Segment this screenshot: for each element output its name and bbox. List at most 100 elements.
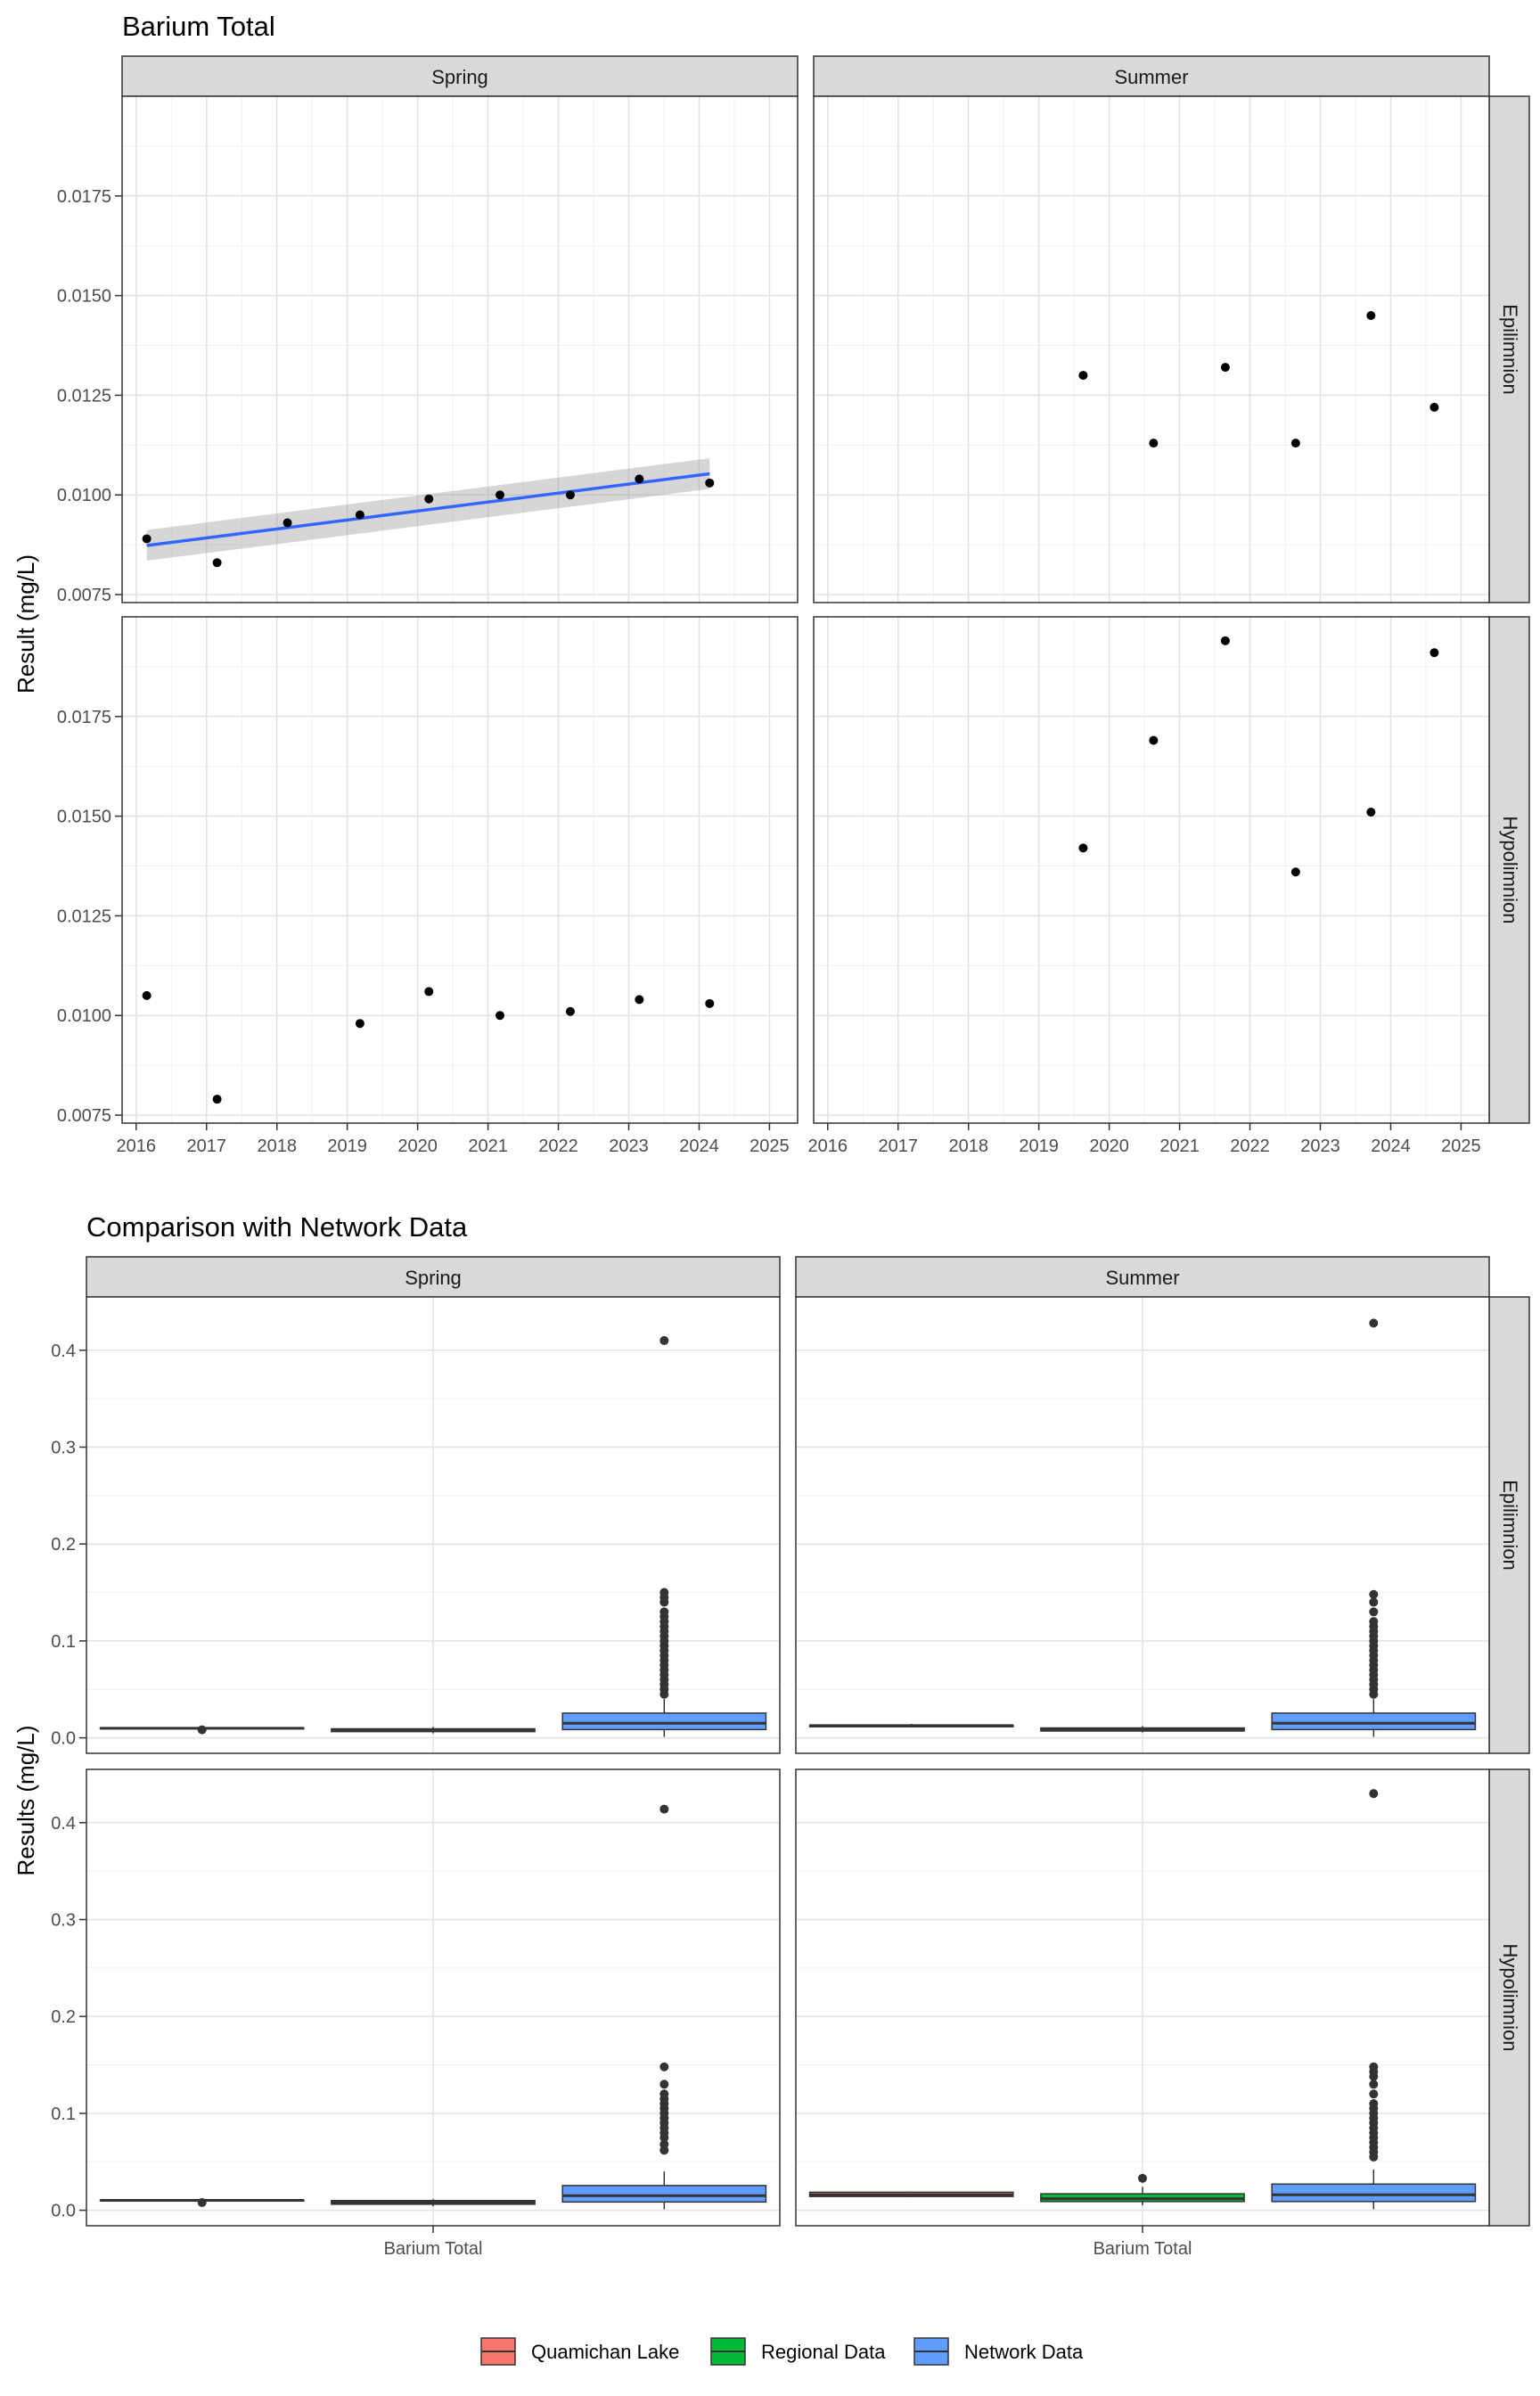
outlier-point bbox=[659, 1588, 669, 1597]
strip-summer bbox=[795, 1256, 1490, 1298]
outlier-point bbox=[1369, 2080, 1379, 2089]
panel-border bbox=[813, 616, 1490, 1124]
data-point bbox=[1220, 636, 1230, 645]
y-tick-label: 0.2 bbox=[51, 2007, 76, 2027]
outlier-point bbox=[197, 2198, 207, 2208]
y-tick-label: 0.2 bbox=[51, 1535, 76, 1555]
strip-hypolimnion bbox=[1488, 1768, 1530, 2227]
box-panel-summer-epilimnion bbox=[795, 1296, 1490, 1754]
y-tick-label: 0.0 bbox=[51, 2202, 76, 2221]
data-point bbox=[212, 1095, 222, 1104]
outlier-point bbox=[1369, 1789, 1379, 1799]
x-tick-label: 2025 bbox=[750, 1136, 790, 1156]
data-point bbox=[142, 990, 152, 1000]
data-point bbox=[1429, 648, 1439, 658]
data-point bbox=[1078, 371, 1088, 381]
x-tick-label: 2023 bbox=[609, 1136, 649, 1156]
strip-label-spring: Spring bbox=[431, 66, 488, 88]
outlier-point bbox=[1369, 1589, 1379, 1599]
box-body bbox=[1271, 1712, 1477, 1731]
panel-grid bbox=[814, 96, 1489, 603]
data-point bbox=[1366, 808, 1376, 817]
y-tick-label: 0.4 bbox=[51, 1814, 76, 1834]
data-point bbox=[1149, 439, 1159, 448]
data-point bbox=[1220, 363, 1230, 373]
data-point bbox=[283, 518, 292, 528]
panel-grid bbox=[122, 96, 798, 603]
box-regional-data bbox=[331, 2199, 536, 2207]
x-tick-label: 2018 bbox=[257, 1136, 297, 1156]
outlier-point bbox=[659, 1607, 669, 1617]
data-point bbox=[355, 1019, 365, 1029]
panel-border bbox=[813, 95, 1490, 603]
outlier-point bbox=[1138, 2173, 1147, 2183]
legend-item-network-data: Network Data bbox=[913, 2337, 1084, 2366]
y-tick-label: 0.0150 bbox=[57, 287, 111, 307]
panel-background bbox=[122, 617, 798, 1123]
panel-marks bbox=[808, 1318, 1477, 1737]
outlier-point bbox=[659, 1335, 669, 1345]
panel-marks bbox=[142, 987, 715, 1104]
legend-label: Regional Data bbox=[761, 2341, 886, 2363]
y-axis-top-row: 0.0 0.1 0.2 0.3 0.4 bbox=[51, 1342, 86, 1749]
panel-background bbox=[814, 96, 1489, 603]
box-regional-data bbox=[1040, 1726, 1245, 1733]
x-tick-label: 2022 bbox=[1230, 1136, 1270, 1156]
data-point bbox=[1290, 867, 1300, 877]
box-network-data bbox=[1271, 1318, 1477, 1737]
x-tick-label: 2016 bbox=[808, 1136, 848, 1156]
y-tick-label: 0.0175 bbox=[57, 708, 111, 727]
x-tick-label: 2018 bbox=[948, 1136, 988, 1156]
x-tick-label: 2021 bbox=[468, 1136, 508, 1156]
box-panel-spring-epilimnion bbox=[86, 1296, 781, 1754]
panel-marks bbox=[808, 1789, 1477, 2210]
boxplot-plot: Comparison with Network Data Results (mg… bbox=[12, 1211, 1530, 2366]
data-point bbox=[355, 510, 365, 520]
panel-marks bbox=[1078, 310, 1439, 448]
panel-border bbox=[86, 1296, 781, 1754]
outlier-point bbox=[1369, 1607, 1379, 1617]
data-point bbox=[705, 998, 715, 1008]
panel-grid bbox=[796, 1769, 1489, 2226]
data-point bbox=[496, 490, 505, 500]
panel-border bbox=[121, 616, 799, 1124]
box-quamichan-lake bbox=[808, 1723, 1014, 1727]
strip-label-summer: Summer bbox=[1105, 1267, 1179, 1289]
strip-spring bbox=[121, 55, 799, 97]
data-point bbox=[635, 995, 644, 1005]
plot-title: Comparison with Network Data bbox=[86, 1211, 468, 1243]
box-quamichan-lake bbox=[99, 1725, 305, 1735]
x-tick-label: 2023 bbox=[1300, 1136, 1340, 1156]
y-tick-label: 0.3 bbox=[51, 1910, 76, 1930]
data-point bbox=[496, 1011, 505, 1021]
box-regional-data bbox=[1040, 2173, 1245, 2206]
box-quamichan-lake bbox=[808, 2191, 1014, 2197]
strip-label-spring: Spring bbox=[405, 1267, 462, 1289]
data-point bbox=[635, 474, 644, 484]
strip-label-hypolimnion: Hypolimnion bbox=[1499, 1943, 1521, 2051]
strip-summer bbox=[813, 55, 1490, 97]
y-tick-label: 0.0075 bbox=[57, 586, 111, 605]
outlier-point bbox=[1369, 1318, 1379, 1328]
box-network-data bbox=[561, 1335, 767, 1737]
x-axis-spring: 2016 2017 2018 2019 2020 2021 2022 2023 2024 2025 bbox=[117, 1123, 790, 1156]
box-regional-data bbox=[331, 1727, 536, 1734]
data-point bbox=[1149, 735, 1159, 745]
y-tick-label: 0.0175 bbox=[57, 187, 111, 207]
x-tick-label: 2021 bbox=[1159, 1136, 1200, 1156]
box-panel-summer-hypolimnion bbox=[795, 1768, 1490, 2227]
y-tick-label: 0.0125 bbox=[57, 386, 111, 406]
scatter-plot: Barium Total Result (mg/L) Spring Summer… bbox=[12, 11, 1530, 1156]
trend-line bbox=[146, 472, 710, 547]
x-tick-label: 2017 bbox=[879, 1136, 919, 1156]
y-tick-label: 0.0125 bbox=[57, 907, 111, 926]
data-point bbox=[705, 478, 715, 488]
panel-border bbox=[121, 95, 799, 603]
y-axis-title: Result (mg/L) bbox=[12, 554, 39, 693]
outlier-point bbox=[659, 2080, 669, 2089]
y-tick-label: 0.1 bbox=[51, 2105, 76, 2124]
panel-marks bbox=[99, 1335, 767, 1737]
y-axis-bottom-row: 0.0075 0.0100 0.0125 0.0150 0.0175 bbox=[57, 708, 122, 1126]
box-panel-spring-hypolimnion bbox=[86, 1768, 781, 2227]
